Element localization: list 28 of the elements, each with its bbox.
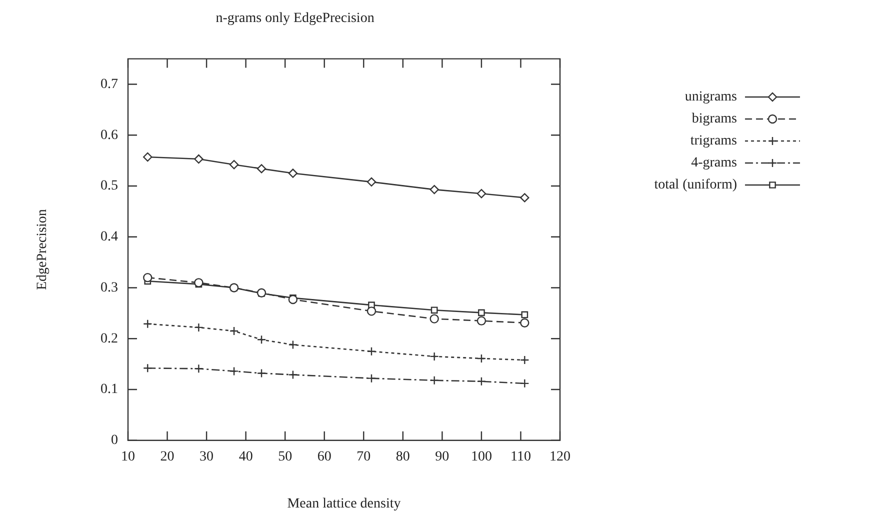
x-tick-label: 70: [356, 449, 371, 464]
y-axis-title: EdgePrecision: [35, 209, 50, 290]
y-tick-label: 0.2: [100, 331, 118, 346]
legend-label: bigrams: [692, 112, 737, 127]
y-tick-label: 0.7: [100, 76, 118, 92]
x-tick-label: 120: [550, 449, 570, 464]
x-tick-label: 40: [238, 449, 253, 464]
y-tick-label: 0.3: [100, 280, 118, 296]
x-tick-label: 60: [317, 449, 332, 464]
x-tick-label: 20: [160, 449, 174, 464]
x-axis-title: Mean lattice density: [287, 496, 401, 512]
legend-label: 4-grams: [691, 156, 737, 171]
chart-title: n-grams only EdgePrecision: [216, 11, 374, 26]
y-tick-label: 0.6: [100, 128, 118, 143]
x-tick-label: 30: [200, 449, 214, 464]
legend-label: trigrams: [690, 134, 737, 149]
y-tick-label: 0: [111, 433, 118, 448]
x-tick-label: 50: [278, 449, 292, 464]
y-tick-label: 0.4: [100, 230, 118, 245]
y-tick-label: 0.1: [100, 382, 118, 398]
x-tick-label: 10: [121, 449, 135, 464]
legend-label: total (uniform): [654, 178, 738, 193]
x-tick-label: 90: [435, 449, 450, 464]
y-tick-label: 0.5: [100, 178, 118, 194]
legend-label: unigrams: [684, 90, 737, 105]
x-tick-label: 100: [470, 449, 492, 464]
x-tick-label: 110: [510, 449, 531, 464]
x-tick-label: 80: [396, 449, 410, 464]
